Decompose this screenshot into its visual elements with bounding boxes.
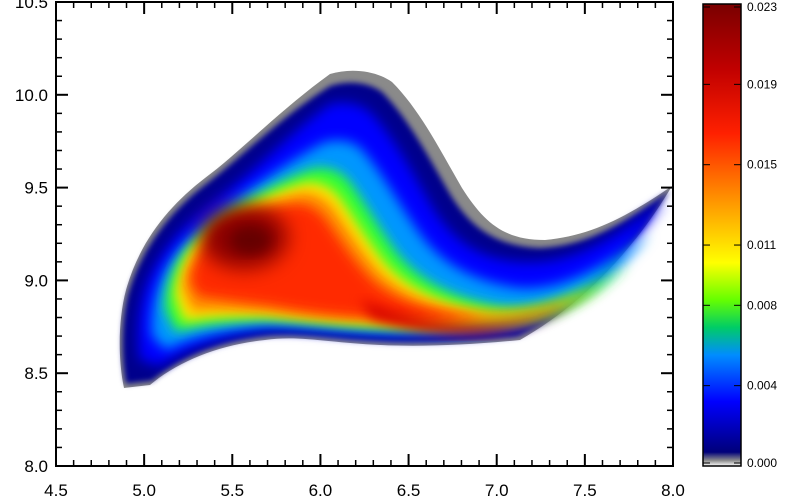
colorbar-tick-label: 0.008 (747, 298, 777, 312)
plot-frame (55, 1, 674, 467)
y-tick-label: 10.5 (15, 0, 48, 12)
x-tick-label: 8.0 (661, 481, 685, 499)
y-tick-label: 10.0 (15, 86, 48, 105)
colorbar (703, 4, 741, 466)
x-tick-label: 5.0 (132, 481, 156, 499)
x-axis-tick-labels: 4.5 5.0 5.5 6.0 6.5 7.0 7.5 8.0 (44, 481, 685, 499)
y-tick-label: 8.5 (24, 364, 48, 383)
y-axis-ticks (56, 1, 673, 467)
x-tick-label: 6.0 (309, 481, 333, 499)
x-tick-label: 5.5 (220, 481, 244, 499)
colorbar-tick-label: 0.004 (747, 379, 777, 393)
colorbar-ticks (703, 6, 741, 464)
colorbar-tick-label: 0.011 (747, 238, 776, 252)
x-tick-label: 6.5 (397, 481, 421, 499)
y-tick-label: 9.0 (24, 271, 48, 290)
colorbar-tick-label: 0.019 (747, 77, 777, 91)
y-tick-label: 8.0 (24, 457, 48, 476)
x-tick-label: 7.0 (485, 481, 509, 499)
colorbar-tick-labels: 0.023 0.019 0.015 0.011 0.008 0.004 0.000 (747, 0, 777, 470)
colorbar-tick-label: 0.023 (747, 0, 777, 14)
x-axis-ticks (55, 2, 674, 466)
colorbar-tick-label: 0.015 (747, 158, 777, 172)
x-tick-label: 7.5 (573, 481, 597, 499)
colorbar-frame (702, 3, 742, 467)
density-field (119, 70, 672, 388)
x-tick-label: 4.5 (44, 481, 68, 499)
density-peak-center (230, 226, 270, 254)
colorbar-tick-label: 0.000 (747, 456, 777, 470)
y-axis-tick-labels: 8.0 8.5 9.0 9.5 10.0 10.5 (15, 0, 48, 476)
y-tick-label: 9.5 (24, 179, 48, 198)
density-level-darkred-band (360, 300, 568, 334)
